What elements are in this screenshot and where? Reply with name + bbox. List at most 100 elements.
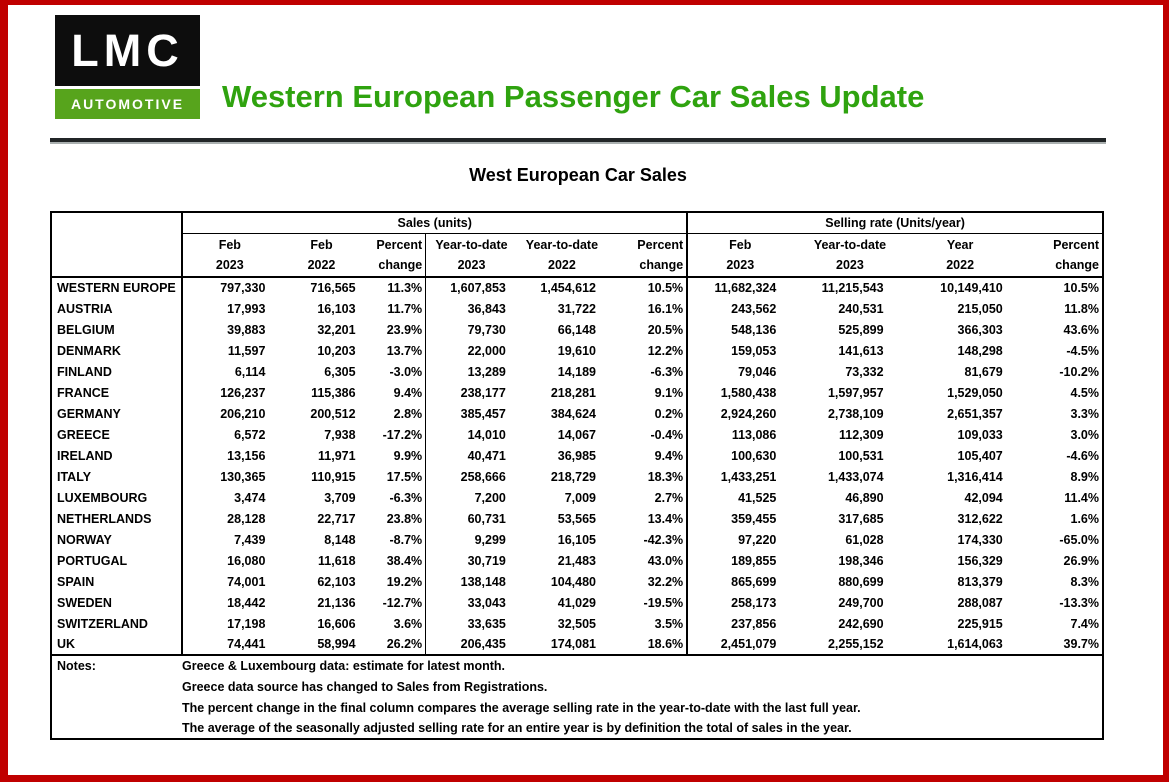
cell-value: 1,597,957	[827, 385, 884, 400]
cell-value: 43.0%	[607, 550, 689, 571]
col-header-rate-ytd-2023: Year-to-date 2023	[792, 233, 908, 278]
cell-value: 97,220	[738, 532, 777, 547]
cell-value: 2,651,357	[947, 406, 1003, 421]
cell-value: 42,094	[964, 490, 1003, 505]
cell-value: -8.7%	[366, 529, 427, 550]
cell-value: 126,237	[220, 385, 266, 400]
cell-value: 174,330	[957, 532, 1003, 547]
cell-value: -4.5%	[1066, 343, 1099, 358]
notes-row: Notes: Greece & Luxembourg data: estimate…	[51, 654, 1103, 676]
cell-value: 16,080	[227, 553, 266, 568]
cell-value: 206,210	[220, 406, 266, 421]
cell-value: 11.7%	[366, 298, 427, 319]
table-row: NETHERLANDS 28,128 22,717 23.8% 60,731 53,565…	[51, 508, 1103, 529]
cell-value: 2,255,152	[827, 637, 884, 651]
cell-value: 104,480	[550, 574, 596, 589]
col-header-sales-ytd-2023: Year-to-date 2023	[425, 233, 517, 278]
cell-value: 240,531	[838, 301, 884, 316]
logo-lmc-box: LMC	[55, 15, 200, 86]
cell-value: 81,679	[964, 364, 1003, 379]
cell-value: -0.4%	[607, 424, 689, 445]
cell-value: 288,087	[957, 595, 1003, 610]
cell-value: 46,890	[845, 490, 884, 505]
cell-value: 105,407	[957, 448, 1003, 463]
selling-rate-group-header: Selling rate (Units/year)	[687, 212, 1103, 234]
cell-value: 22,717	[317, 511, 356, 526]
cell-value: -42.3%	[607, 529, 689, 550]
page-title: Western European Passenger Car Sales Upd…	[222, 79, 925, 114]
cell-value: -65.0%	[1059, 532, 1099, 547]
cell-value: 73,332	[845, 364, 884, 379]
cell-value: 79,730	[467, 322, 506, 337]
col-header-rate-percent-change: Percent change	[1012, 233, 1103, 278]
cell-value: 11.8%	[1064, 301, 1099, 316]
cell-value: 13,156	[227, 448, 266, 463]
cell-country: IRELAND	[51, 445, 184, 466]
cell-value: 7,938	[324, 427, 356, 442]
sales-table: Sales (units) Selling rate (Units/year) …	[50, 211, 1104, 740]
cell-value: 1,614,063	[947, 637, 1003, 651]
cell-value: 41,029	[557, 595, 596, 610]
cell-value: 17.5%	[366, 466, 427, 487]
cell-value: 215,050	[957, 301, 1003, 316]
cell-value: 189,855	[731, 553, 777, 568]
cell-value: 3.3%	[1070, 406, 1100, 421]
cell-value: 1,433,251	[720, 469, 777, 484]
cell-value: 525,899	[838, 322, 884, 337]
cell-country: DENMARK	[51, 340, 184, 361]
cell-country: BELGIUM	[51, 319, 184, 340]
cell-value: 7,009	[564, 490, 596, 505]
cell-value: 74,001	[227, 574, 266, 589]
cell-value: 28,128	[227, 511, 266, 526]
group-header-row: Sales (units) Selling rate (Units/year)	[51, 212, 1103, 278]
note-text: Greece data source has changed to Sales …	[182, 679, 548, 694]
cell-value: 249,700	[838, 595, 884, 610]
cell-country: WESTERN EUROPE	[51, 277, 184, 298]
cell-value: 716,565	[310, 281, 356, 295]
cell-value: 11,215,543	[821, 281, 884, 295]
cell-value: 385,457	[460, 406, 506, 421]
cell-value: 3,709	[324, 490, 356, 505]
cell-value: 112,309	[839, 427, 884, 442]
cell-value: 141,613	[838, 343, 884, 358]
cell-value: 21,136	[317, 595, 356, 610]
table-row: UK 74,441 58,994 26.2% 206,435 174,081 18.6% 2,…	[51, 634, 1103, 655]
table-row: FINLAND 6,114 6,305 -3.0% 13,289 14,189 -6.3% 7…	[51, 361, 1103, 382]
table-row: FRANCE 126,237 115,386 9.4% 238,177 218,281 9.…	[51, 382, 1103, 403]
cell-value: 32,201	[317, 322, 356, 337]
cell-value: 18.3%	[607, 466, 689, 487]
cell-country: SPAIN	[51, 571, 184, 592]
col-header-sales-feb-2023: Feb 2023	[182, 233, 277, 278]
table-row: IRELAND 13,156 11,971 9.9% 40,471 36,985 9.4% 1…	[51, 445, 1103, 466]
cell-value: 30,719	[467, 553, 506, 568]
cell-value: 32,505	[557, 616, 596, 631]
cell-value: 198,346	[838, 553, 884, 568]
cell-value: 11,682,324	[714, 281, 777, 295]
cell-value: 8.3%	[1070, 574, 1100, 589]
cell-value: 1.6%	[1070, 511, 1100, 526]
cell-value: 16,606	[317, 616, 356, 631]
cell-value: 865,699	[731, 574, 777, 589]
lmc-logo: LMC AUTOMOTIVE	[55, 15, 200, 119]
cell-value: 366,303	[957, 322, 1003, 337]
cell-value: 148,298	[957, 343, 1003, 358]
cell-value: 10.5%	[607, 277, 689, 298]
cell-value: 159,053	[731, 343, 777, 358]
notes-label: Notes:	[57, 659, 96, 673]
cell-country: GERMANY	[51, 403, 184, 424]
cell-value: 3.0%	[1070, 427, 1100, 442]
cell-value: 7.4%	[1070, 616, 1100, 631]
cell-value: 53,565	[557, 511, 596, 526]
note-text: Greece & Luxembourg data: estimate for l…	[182, 659, 505, 673]
cell-value: 110,915	[311, 469, 356, 484]
cell-value: 258,173	[731, 595, 777, 610]
col-header-sales-feb-2022: Feb 2022	[276, 233, 367, 278]
logo-automotive-text: AUTOMOTIVE	[70, 96, 185, 112]
cell-value: 9.9%	[366, 445, 427, 466]
table-row: LUXEMBOURG 3,474 3,709 -6.3% 7,200 7,009 2.7% 4…	[51, 487, 1103, 508]
cell-country: FRANCE	[51, 382, 184, 403]
cell-value: 2.7%	[607, 487, 689, 508]
cell-value: 2,738,109	[827, 406, 884, 421]
cell-value: 258,666	[460, 469, 506, 484]
